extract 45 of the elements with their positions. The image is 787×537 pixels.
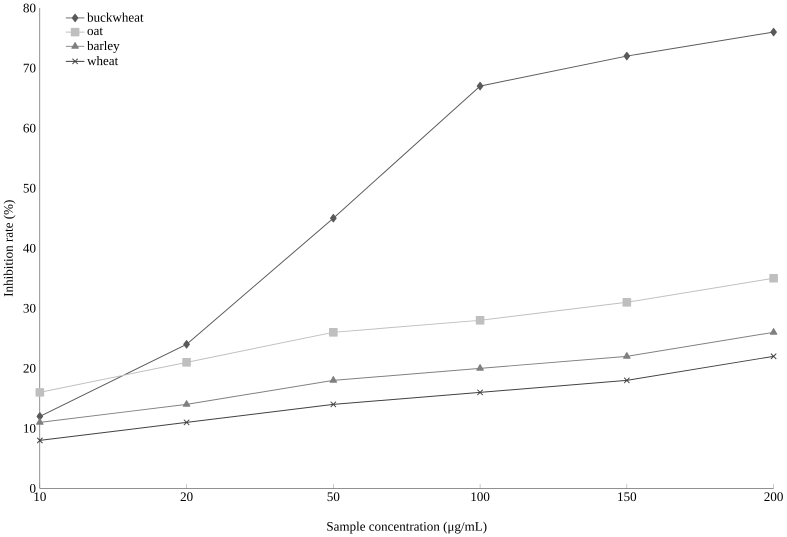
point [330,214,337,222]
y-tick-label: 30 [24,304,36,313]
point [476,364,484,371]
y-tick-label: 70 [24,64,36,72]
y-tick-label: 20 [24,364,36,373]
legend-label: wheat [87,56,118,66]
y-tick-label: 80 [23,4,36,12]
point [183,419,190,426]
point [623,352,631,359]
point [183,340,190,349]
x-axis-title: Sample concentration (μg/mL) [327,522,486,534]
point [182,400,190,407]
legend-label: oat [88,28,103,36]
x-tick-label: 50 [328,492,340,502]
y-tick-label: 40 [23,244,36,253]
point [769,274,778,282]
y-tick-label: 50 [24,184,36,193]
x-tick-label: 100 [471,492,490,502]
point [330,401,337,408]
point [476,316,484,325]
x-tick-label: 200 [764,492,783,502]
point [770,353,777,360]
x-tick-label: 20 [180,492,193,502]
x-tick-label: 150 [618,492,636,502]
point [770,28,777,36]
legend-label: buckwheat [87,12,144,22]
point [624,377,630,384]
point [622,298,632,307]
point [476,82,484,90]
point [329,328,338,337]
point [476,389,484,396]
y-tick-label: 0 [30,484,36,493]
point [36,418,44,425]
y-axis-title: Inhibition rate (%) [4,200,16,296]
point [36,437,44,444]
y-tick-label: 10 [24,424,36,433]
point [330,376,338,383]
point [623,52,630,60]
x-tick-label: 10 [34,492,46,502]
legend-label: barley [87,40,120,53]
point [36,388,44,397]
point [770,328,778,335]
point [36,412,44,421]
point [182,358,191,367]
y-tick-label: 60 [23,124,36,132]
